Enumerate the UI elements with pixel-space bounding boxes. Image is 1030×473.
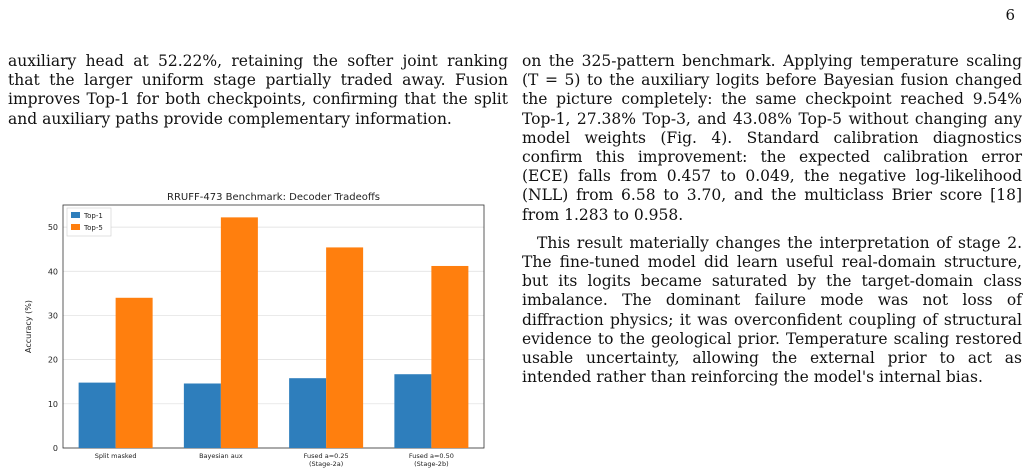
bar-top-1 — [394, 374, 432, 448]
bar-top-5 — [220, 217, 258, 448]
y-tick-label: 30 — [48, 311, 58, 320]
legend-box — [66, 207, 112, 237]
bar-top-1 — [78, 382, 116, 448]
bar-top-1 — [289, 378, 327, 448]
right-paragraph-1: on the 325-pattern benchmark. Applying t… — [522, 52, 1022, 224]
left-paragraph: auxiliary head at 52.22%, retaining the … — [8, 52, 508, 128]
chart-title: RRUFF-473 Benchmark: Decoder Tradeoffs — [167, 192, 380, 203]
right-paragraph-2: This result materially changes the inter… — [522, 233, 1022, 387]
legend-swatch-top-1 — [71, 212, 80, 218]
bar-top-5 — [431, 265, 469, 448]
legend-swatch-top-5 — [71, 224, 80, 230]
plot-frame — [62, 204, 485, 449]
x-tick-label: (Stage-2b) — [414, 460, 448, 468]
legend-label: Top-1 — [83, 212, 103, 220]
x-tick-label: Split masked — [95, 452, 137, 460]
figure-decoder-tradeoffs: RRUFF-473 Benchmark: Decoder Tradeoffs 0 1… — [18, 190, 496, 473]
legend-label: Top-5 — [83, 224, 103, 232]
x-tick-label: Bayesian aux — [199, 452, 243, 460]
left-column: auxiliary head at 52.22%, retaining the … — [8, 52, 508, 129]
right-column: on the 325-pattern benchmark. Applying t… — [522, 52, 1022, 387]
bar-top-5 — [326, 247, 364, 448]
y-tick-label: 0 — [53, 444, 58, 453]
y-axis-label: Accuracy (%) — [24, 300, 33, 353]
bar-top-5 — [115, 297, 153, 448]
y-tick-label: 40 — [48, 267, 58, 276]
x-tick-label: Fused a=0.25 — [304, 452, 349, 460]
y-tick-label: 50 — [48, 223, 58, 232]
y-tick-label: 10 — [48, 400, 58, 409]
bar-chart: RRUFF-473 Benchmark: Decoder Tradeoffs 0 1… — [24, 192, 485, 468]
x-tick-label: (Stage-2a) — [309, 460, 343, 468]
page-number: 6 — [1005, 6, 1015, 24]
x-tick-label: Fused a=0.50 — [409, 452, 454, 460]
y-tick-label: 20 — [48, 356, 58, 365]
bar-top-1 — [183, 383, 221, 448]
